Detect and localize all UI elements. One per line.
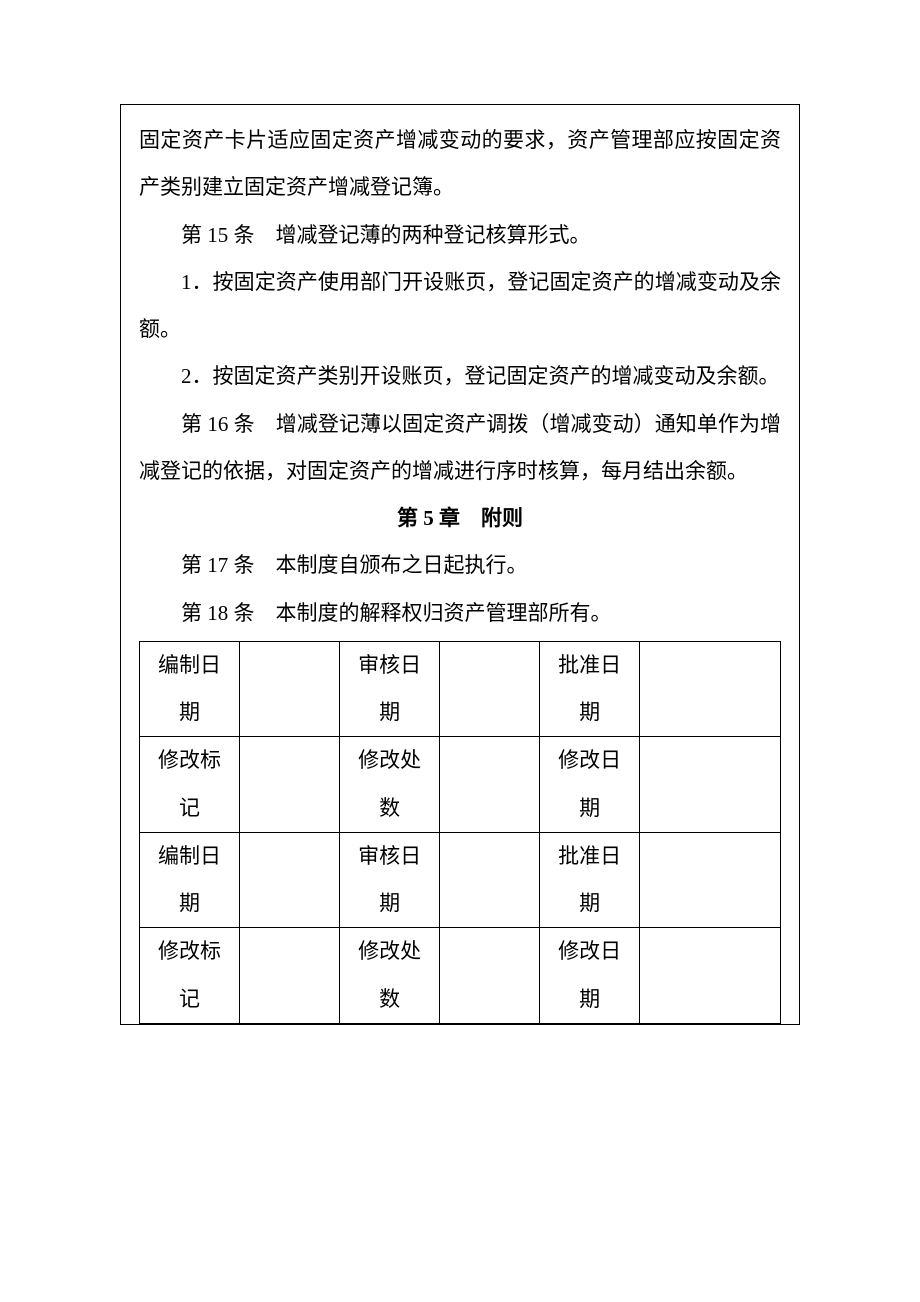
cell-value (440, 737, 540, 833)
article-18: 第 18 条 本制度的解释权归资产管理部所有。 (139, 590, 781, 637)
cell-value (240, 928, 340, 1024)
paragraph: 固定资产卡片适应固定资产增减变动的要求，资产管理部应按固定资产类别建立固定资产增… (139, 117, 781, 212)
table-row: 编制日期 审核日期 批准日期 (140, 641, 781, 737)
cell-value (240, 737, 340, 833)
article-17: 第 17 条 本制度自颁布之日起执行。 (139, 542, 781, 589)
table-row: 编制日期 审核日期 批准日期 (140, 832, 781, 928)
cell-value (640, 737, 781, 833)
cell-value (440, 641, 540, 737)
cell-value (640, 641, 781, 737)
cell-value (440, 832, 540, 928)
cell-label: 编制日期 (140, 641, 240, 737)
signoff-table: 编制日期 审核日期 批准日期 修改标记 修改处数 修改日期 编制日期 (139, 641, 781, 1024)
cell-label: 审核日期 (340, 641, 440, 737)
document-page: 固定资产卡片适应固定资产增减变动的要求，资产管理部应按固定资产类别建立固定资产增… (0, 104, 920, 1025)
chapter-5-heading: 第 5 章 附则 (139, 495, 781, 542)
cell-value (240, 832, 340, 928)
table-row: 修改标记 修改处数 修改日期 (140, 928, 781, 1024)
cell-label: 批准日期 (540, 641, 640, 737)
list-item-1: 1．按固定资产使用部门开设账页，登记固定资产的增减变动及余额。 (139, 259, 781, 354)
content-frame: 固定资产卡片适应固定资产增减变动的要求，资产管理部应按固定资产类别建立固定资产增… (120, 104, 800, 1025)
cell-value (440, 928, 540, 1024)
signoff-table-body: 编制日期 审核日期 批准日期 修改标记 修改处数 修改日期 编制日期 (140, 641, 781, 1023)
article-16: 第 16 条 增减登记薄以固定资产调拨（增减变动）通知单作为增减登记的依据，对固… (139, 401, 781, 496)
cell-label: 修改标记 (140, 737, 240, 833)
cell-label: 修改日期 (540, 928, 640, 1024)
cell-label: 修改日期 (540, 737, 640, 833)
cell-value (240, 641, 340, 737)
article-15: 第 15 条 增减登记薄的两种登记核算形式。 (139, 212, 781, 259)
cell-label: 修改标记 (140, 928, 240, 1024)
cell-label: 审核日期 (340, 832, 440, 928)
cell-label: 修改处数 (340, 928, 440, 1024)
cell-label: 修改处数 (340, 737, 440, 833)
list-item-2: 2．按固定资产类别开设账页，登记固定资产的增减变动及余额。 (139, 353, 781, 400)
cell-value (640, 832, 781, 928)
cell-label: 批准日期 (540, 832, 640, 928)
table-row: 修改标记 修改处数 修改日期 (140, 737, 781, 833)
cell-label: 编制日期 (140, 832, 240, 928)
cell-value (640, 928, 781, 1024)
